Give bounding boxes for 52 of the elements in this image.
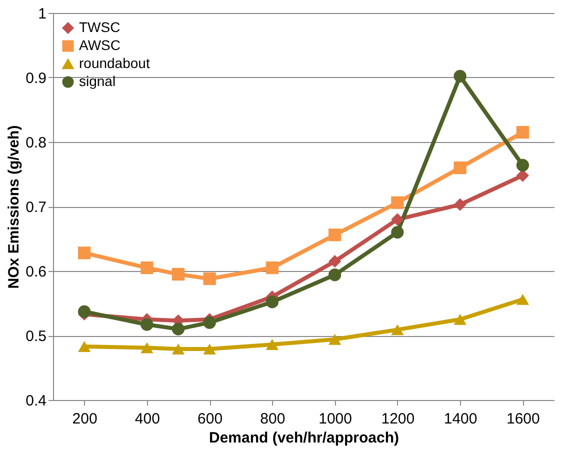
point <box>391 213 404 226</box>
point <box>516 294 530 305</box>
point <box>266 296 279 308</box>
point <box>203 316 216 329</box>
x-tick-label: 1200 <box>381 410 415 428</box>
point <box>172 322 185 336</box>
legend-label: AWSC <box>79 37 120 53</box>
point <box>266 339 279 350</box>
point <box>391 196 404 209</box>
point <box>516 169 530 182</box>
point <box>203 272 216 286</box>
point <box>454 161 466 174</box>
point <box>172 268 185 281</box>
point <box>391 324 404 336</box>
x-tick-label: 1000 <box>318 410 352 428</box>
point <box>266 261 279 274</box>
point <box>328 268 342 282</box>
y-tick-label: 0.8 <box>26 134 46 152</box>
point <box>516 158 530 172</box>
point <box>203 344 216 355</box>
point <box>78 246 91 260</box>
point <box>78 340 91 352</box>
y-tick-label: 0.6 <box>26 264 46 280</box>
point <box>140 342 154 354</box>
point <box>454 198 466 211</box>
point <box>328 228 342 242</box>
legend-label: roundabout <box>79 55 150 71</box>
point <box>391 226 404 239</box>
point <box>140 261 154 274</box>
y-tick-label: 0.7 <box>26 199 46 216</box>
y-tick-label: 1 <box>38 6 46 22</box>
x-axis-title: Demand (veh/hr/approach) <box>208 430 400 446</box>
point <box>328 255 342 268</box>
x-tick-label: 1400 <box>444 410 478 428</box>
point <box>140 318 154 331</box>
y-tick-label: 0.4 <box>26 392 46 410</box>
point <box>454 314 466 325</box>
point <box>328 334 342 345</box>
legend-label: signal <box>79 73 116 89</box>
x-tick-label: 600 <box>198 410 223 428</box>
point <box>172 344 185 355</box>
x-tick-label: 400 <box>134 410 160 428</box>
y-tick-label: 0.9 <box>26 70 46 87</box>
x-tick-label: 800 <box>260 410 286 428</box>
y-tick-label: 0.5 <box>26 328 46 345</box>
legend-label: TWSC <box>79 19 120 35</box>
x-tick-label: 1600 <box>506 410 540 428</box>
y-axis-title: NOx Emissions (g/veh) <box>6 125 23 289</box>
point <box>454 70 466 83</box>
point <box>516 126 530 139</box>
x-tick-label: 200 <box>72 410 98 428</box>
point <box>78 305 91 318</box>
